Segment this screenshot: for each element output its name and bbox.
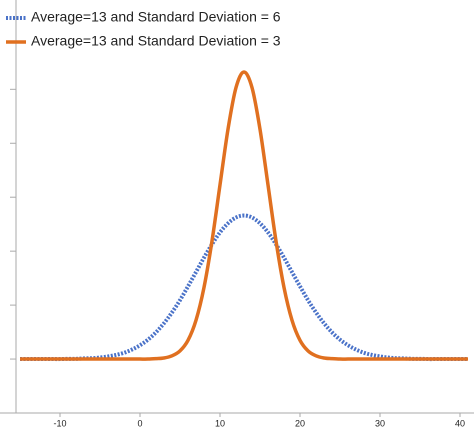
legend-label: Average=13 and Standard Deviation = 6 bbox=[31, 9, 281, 25]
x-tick-label: 40 bbox=[455, 418, 465, 428]
series-line bbox=[20, 213, 468, 362]
x-tick-label: 0 bbox=[137, 418, 142, 428]
x-tick-label: 10 bbox=[215, 418, 225, 428]
series-line bbox=[20, 70, 468, 361]
x-tick-label: 30 bbox=[375, 418, 385, 428]
x-tick-label: 20 bbox=[295, 418, 305, 428]
x-tick-label: -10 bbox=[53, 418, 66, 428]
legend-label: Average=13 and Standard Deviation = 3 bbox=[31, 33, 281, 49]
